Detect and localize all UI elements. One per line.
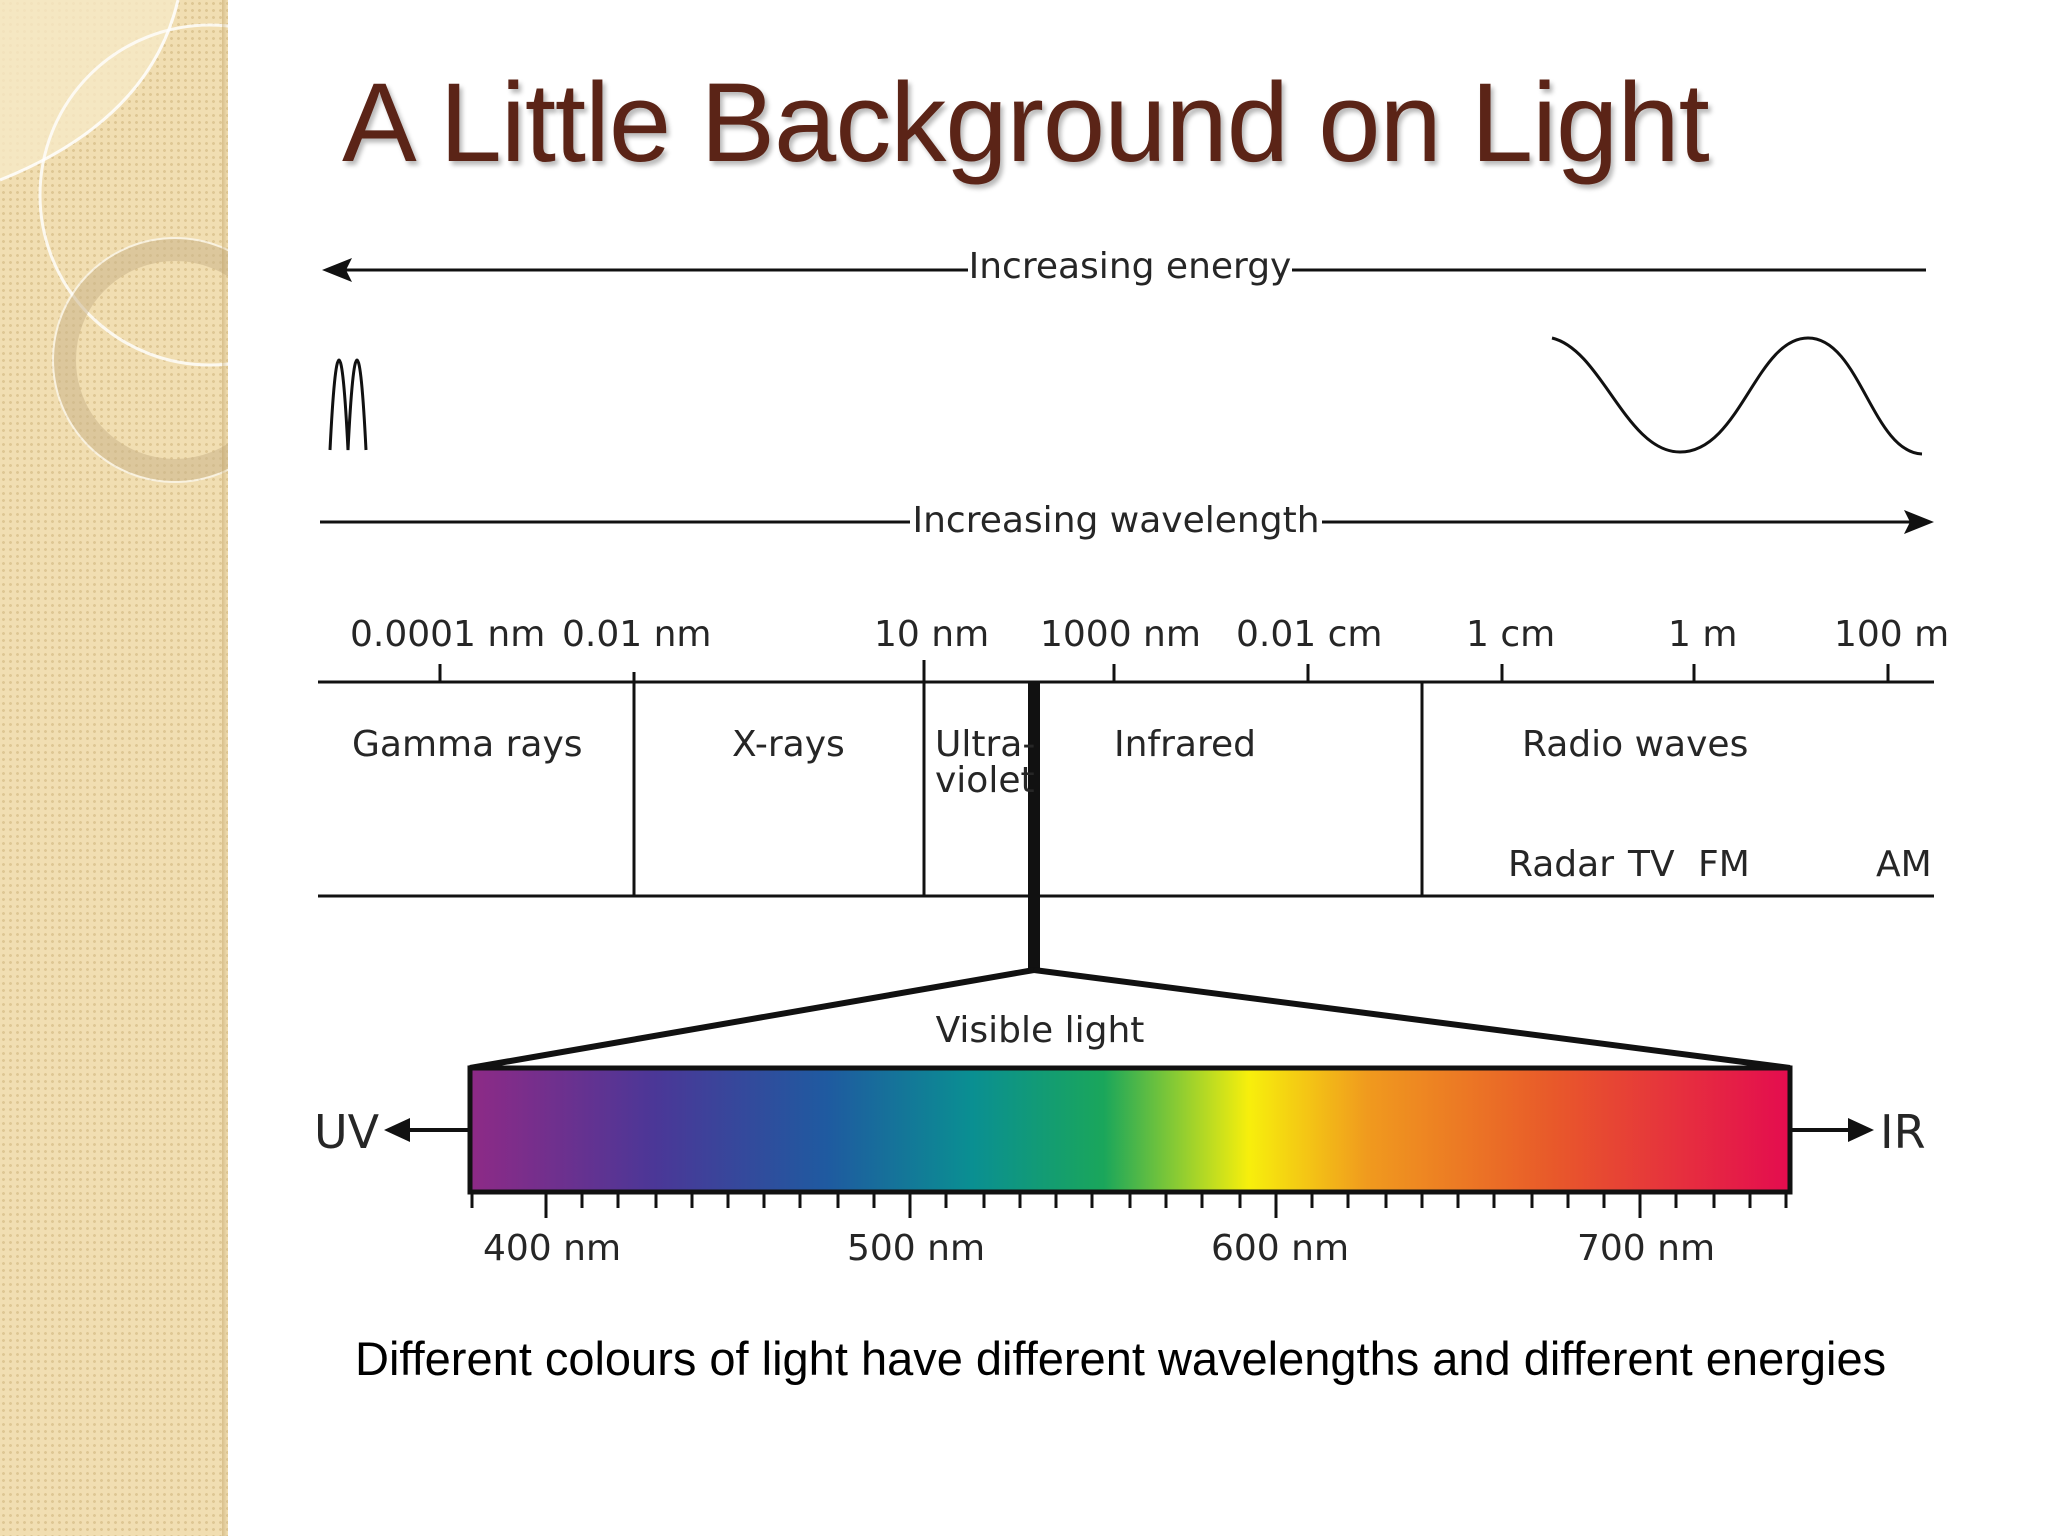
energy-arrowhead: [322, 258, 352, 282]
scale-tick-label: 1 cm: [1466, 614, 1555, 655]
visible-spectrum-bar: [467, 1065, 1793, 1195]
scale-tick-label: 0.0001 nm: [350, 614, 545, 655]
ir-arrowhead: [1848, 1118, 1874, 1142]
band-label-uv: Ultra-: [935, 724, 1035, 765]
visible-tick-label: 600 nm: [1211, 1228, 1349, 1269]
visible-tick-label: 500 nm: [847, 1228, 985, 1269]
scale-tick-label: 0.01 cm: [1236, 614, 1382, 655]
slide-caption: Different colours of light have differen…: [355, 1332, 1887, 1385]
visible-tick-label: 400 nm: [483, 1228, 621, 1269]
radio-sub-label: AM: [1876, 844, 1932, 885]
visible-tick-label: 700 nm: [1577, 1228, 1715, 1269]
zoom-funnel-right: [1033, 967, 1791, 1071]
uv-arrowhead: [384, 1118, 410, 1142]
band-label-xray: X-rays: [732, 724, 845, 765]
radio-sub-label: Radar: [1508, 844, 1614, 885]
ir-label: IR: [1880, 1105, 1926, 1159]
zoom-funnel-left: [469, 967, 1035, 1071]
wavelength-arrowhead: [1904, 510, 1934, 534]
long-wave-icon: [1551, 336, 1923, 456]
radio-sub-label: TV: [1627, 844, 1675, 885]
uv-label: UV: [314, 1105, 380, 1159]
spectrum-minor-ticks: [470, 1192, 1788, 1208]
spectrum-major-ticks: [544, 1192, 1642, 1218]
band-label-radio: Radio waves: [1522, 724, 1748, 765]
decorative-sidebar: [0, 0, 228, 1536]
slide-title: A Little Background on Light: [342, 60, 1710, 185]
wavelength-label: Increasing wavelength: [912, 500, 1319, 541]
scale-tick-label: 10 nm: [874, 614, 989, 655]
band-label-gamma: Gamma rays: [352, 724, 583, 765]
scale-tick-label: 1000 nm: [1040, 614, 1201, 655]
short-wave-icon: [328, 358, 368, 451]
scale-tick-label: 100 m: [1834, 614, 1949, 655]
band-label-infrared: Infrared: [1114, 724, 1256, 765]
band-label-uv-2: violet: [935, 760, 1035, 801]
visible-light-label: Visible light: [936, 1010, 1145, 1051]
sidebar-edge-shadow: [222, 0, 228, 1536]
energy-label: Increasing energy: [969, 246, 1292, 287]
radio-sub-label: FM: [1698, 844, 1750, 885]
scale-tick-label: 0.01 nm: [562, 614, 711, 655]
decorative-rings: [0, 0, 228, 483]
scale-tick-label: 1 m: [1668, 614, 1737, 655]
